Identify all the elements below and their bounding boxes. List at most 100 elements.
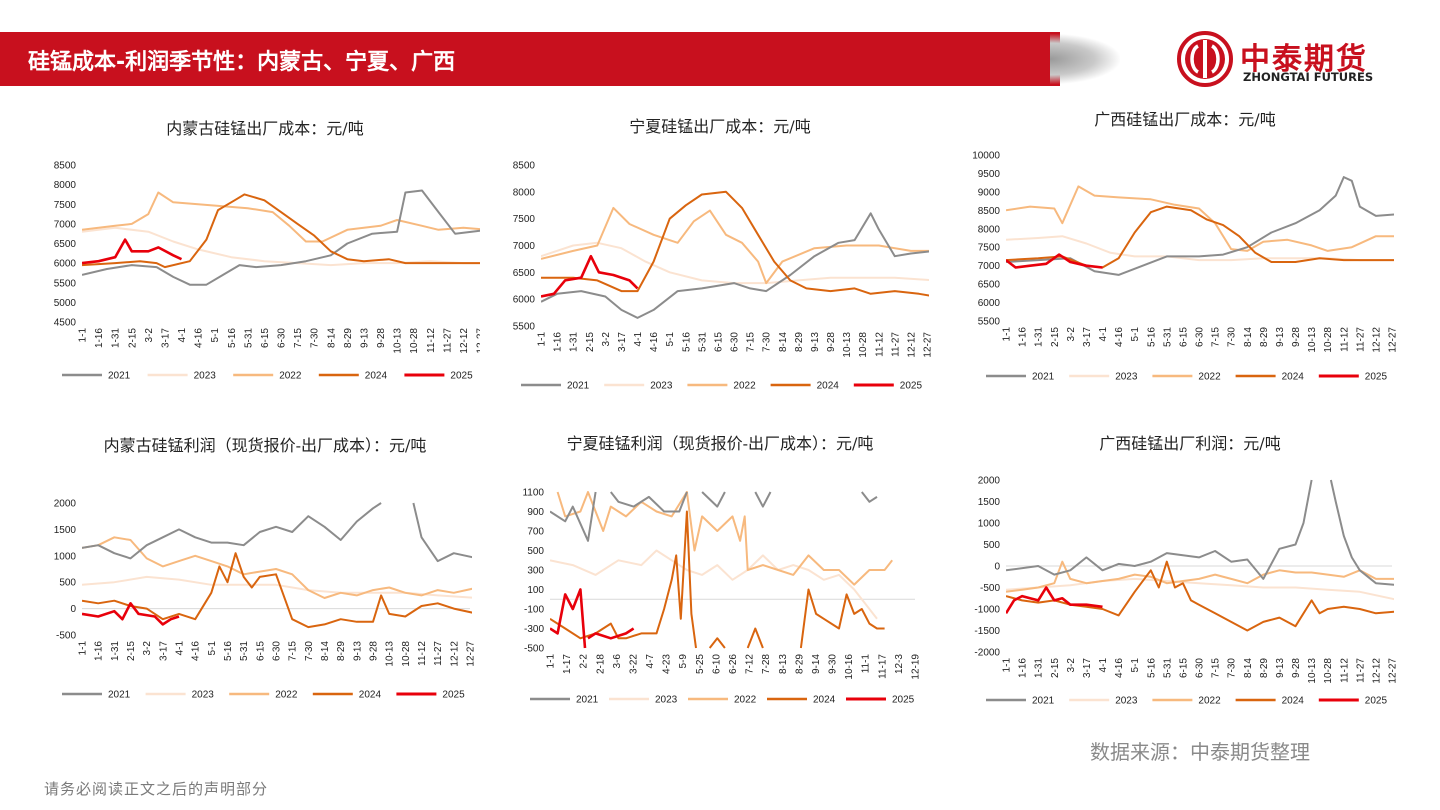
x-tick-label: 9-13 (1275, 658, 1286, 678)
banner-shadow (1050, 34, 1120, 84)
x-tick-label: 12-27 (1388, 327, 1399, 353)
y-tick-label: 6500 (978, 280, 1001, 291)
x-tick-label: 12-27 (466, 641, 477, 667)
y-tick-label: 9000 (978, 187, 1001, 198)
x-tick-label: 9-14 (811, 654, 822, 674)
x-tick-label: 4-16 (194, 328, 205, 348)
x-tick-label: 3-2 (142, 641, 153, 656)
x-tick-label: 12-27 (1388, 658, 1399, 684)
series-line-2025 (541, 254, 639, 298)
x-tick-label: 12-27 (476, 328, 481, 354)
legend-label-2022: 2022 (733, 381, 756, 392)
x-tick-label: 9-28 (1291, 658, 1302, 678)
y-tick-label: 6000 (54, 259, 77, 270)
x-tick-label: 4-1 (175, 641, 186, 656)
x-tick-label: 7-15 (1211, 658, 1222, 678)
x-tick-label: 1-31 (1034, 327, 1045, 347)
x-tick-label: 3-17 (160, 328, 171, 348)
x-tick-label: 9-13 (352, 641, 363, 661)
x-tick-label: 7-12 (745, 654, 756, 674)
logo-text-en: ZHONGTAI FUTURES (1243, 70, 1374, 84)
series-line-2024 (746, 627, 764, 649)
page-title: 硅锰成本-利润季节性：内蒙古、宁夏、广西 (28, 50, 456, 75)
x-tick-label: 9-28 (369, 641, 380, 661)
series-line-2024 (708, 637, 726, 649)
legend-label-2024: 2024 (1282, 372, 1305, 383)
x-tick-label: 5-9 (678, 654, 689, 669)
y-tick-label: 1100 (522, 488, 544, 499)
x-tick-label: 8-29 (794, 332, 805, 352)
x-tick-label: 10-13 (1307, 327, 1318, 353)
y-tick-label: 8500 (513, 161, 536, 172)
y-tick-label: 8000 (513, 187, 536, 198)
x-tick-label: 5-1 (1130, 658, 1141, 673)
series-line-2021 (861, 491, 878, 503)
disclaimer-footer: 请务必阅读正文之后的声明部分 (44, 780, 269, 798)
x-tick-label: 8-29 (1259, 327, 1270, 347)
x-tick-label: 12-12 (1371, 327, 1382, 353)
series-line-2021 (412, 502, 472, 563)
y-tick-label: 500 (59, 578, 76, 589)
legend-label-2021: 2021 (108, 690, 131, 701)
series-line-2024 (550, 510, 697, 649)
x-tick-label: 2-15 (585, 332, 596, 352)
series-line-2024 (1006, 560, 1394, 632)
x-tick-label: 5-1 (665, 332, 676, 347)
x-tick-label: 6-15 (713, 332, 724, 352)
y-tick-label: 6000 (978, 298, 1001, 309)
legend-label-2024: 2024 (359, 690, 382, 701)
legend-label-2022: 2022 (734, 695, 757, 706)
y-tick-label: 0 (70, 604, 76, 615)
x-tick-label: 7-30 (762, 332, 773, 352)
legend-label-2022: 2022 (1198, 696, 1221, 707)
y-tick-label: -300 (524, 624, 544, 635)
x-tick-label: 12-12 (449, 641, 460, 667)
legend-label-2021: 2021 (567, 381, 590, 392)
y-tick-label: 2000 (978, 476, 1001, 487)
series-line-2021 (754, 491, 772, 508)
y-tick-label: 0 (994, 562, 1000, 573)
legend-label-2023: 2023 (650, 381, 673, 392)
series-line-2023 (550, 549, 878, 620)
x-tick-label: 7-15 (746, 332, 757, 352)
y-tick-label: 7000 (54, 219, 77, 230)
x-tick-label: 6-26 (728, 654, 739, 674)
legend-label-2023: 2023 (1115, 696, 1138, 707)
x-tick-label: 1-1 (546, 654, 557, 669)
x-tick-label: 11-27 (1355, 658, 1366, 683)
x-tick-label: 2-15 (1050, 327, 1061, 347)
legend-label-2025: 2025 (450, 371, 473, 382)
y-tick-label: 4500 (54, 318, 77, 329)
x-tick-label: 5-16 (227, 328, 238, 348)
series-line-2022 (541, 206, 929, 285)
legend-label-2025: 2025 (892, 695, 915, 706)
chart-nmg-profit: -500 0 500 1000 1500 2000 1-1 1-16 1-31 2-15 3-2 3-… (54, 499, 477, 701)
x-tick-label: 5-16 (1146, 327, 1157, 347)
series-line-2021 (610, 491, 688, 513)
legend-label-2021: 2021 (576, 695, 599, 706)
legend-label-2023: 2023 (192, 690, 215, 701)
series-line-2023 (541, 241, 929, 285)
x-tick-label: 6-30 (730, 332, 741, 352)
chart-gx-cost: 5500 6000 6500 7000 7500 8000 8500 9000 9500 1000… (972, 151, 1399, 383)
legend-label-2021: 2021 (1032, 372, 1055, 383)
x-tick-label: 10-28 (401, 641, 412, 667)
legend-label-2023: 2023 (194, 371, 217, 382)
x-tick-label: 9-30 (828, 654, 839, 674)
chart-title-nx-profit: 宁夏硅锰利润（现货报价-出厂成本）：元/吨 (566, 434, 874, 453)
x-tick-label: 7-30 (1227, 327, 1238, 347)
legend-label-2023: 2023 (1115, 372, 1138, 383)
x-tick-label: 5-1 (1130, 327, 1141, 342)
y-tick-label: 7500 (513, 214, 536, 225)
y-tick-label: 100 (527, 585, 544, 596)
x-tick-label: 3-17 (1082, 658, 1093, 678)
series-line-2021 (1006, 176, 1394, 276)
x-tick-label: 1-16 (1018, 658, 1029, 678)
x-tick-label: 2-15 (1050, 658, 1061, 678)
series-line-2025 (82, 238, 183, 265)
series-line-2021 (701, 491, 726, 508)
x-tick-label: 9-13 (810, 332, 821, 352)
y-tick-label: 5500 (978, 317, 1001, 328)
series-line-2021 (1006, 479, 1313, 580)
y-tick-label: 5000 (54, 298, 77, 309)
